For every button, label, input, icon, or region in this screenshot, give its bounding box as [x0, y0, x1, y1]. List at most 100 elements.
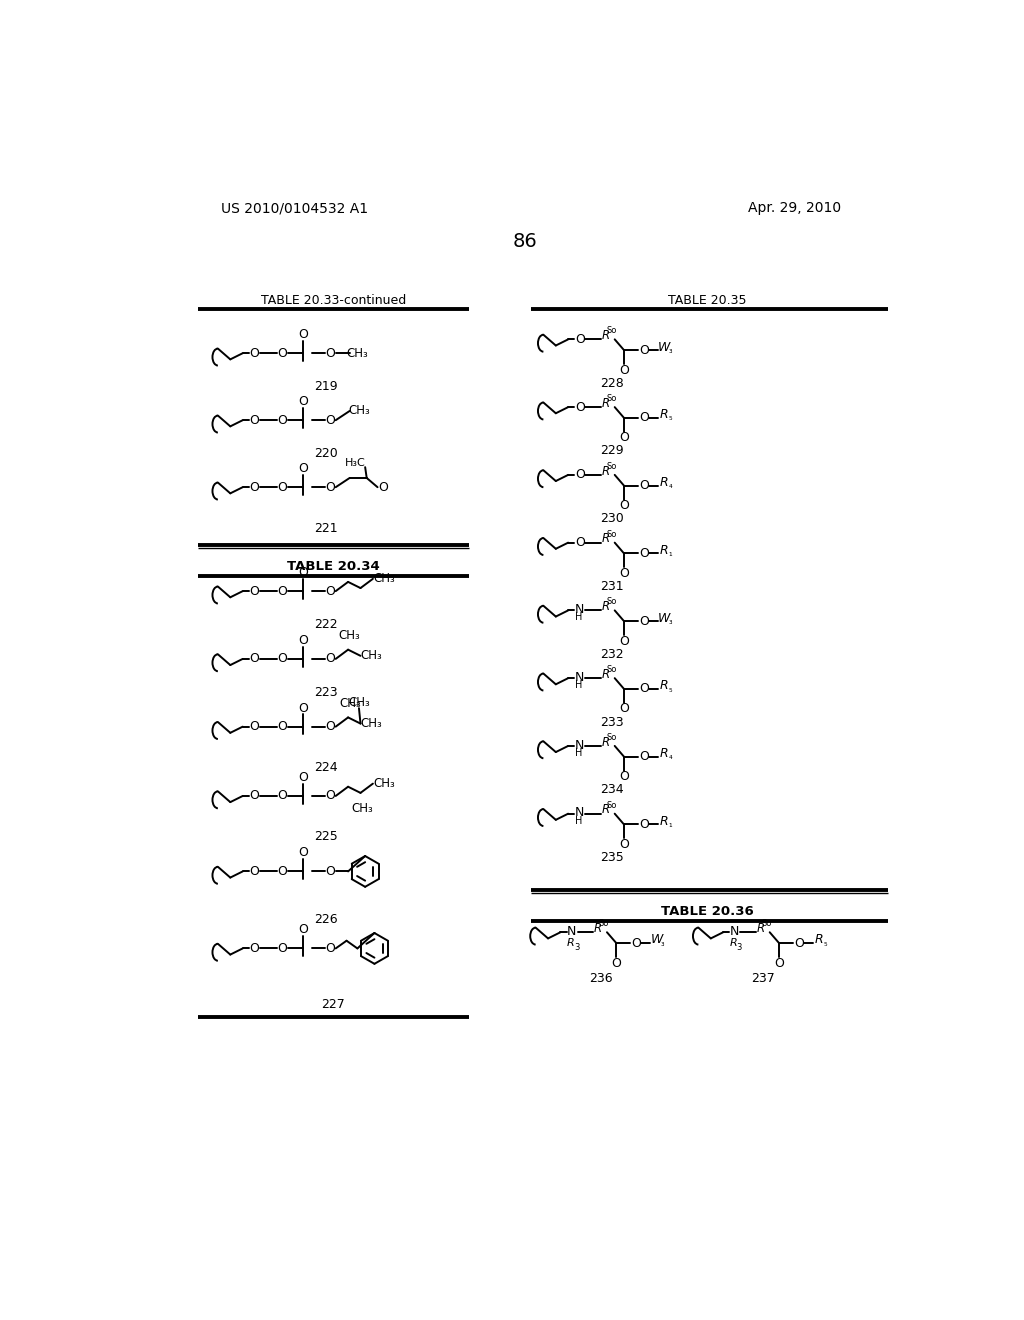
Text: 236: 236 [589, 972, 612, 985]
Text: R: R [601, 532, 609, 545]
Text: 224: 224 [313, 760, 338, 774]
Text: 219: 219 [313, 380, 338, 393]
Text: TABLE 20.36: TABLE 20.36 [662, 906, 754, 917]
Text: 234: 234 [600, 783, 625, 796]
Text: CH₃: CH₃ [339, 630, 360, 643]
Text: O: O [574, 400, 585, 413]
Text: O: O [326, 789, 335, 803]
Text: W: W [650, 933, 663, 946]
Text: CH₃: CH₃ [340, 697, 361, 710]
Text: O: O [639, 343, 649, 356]
Text: 227: 227 [322, 998, 345, 1011]
Text: H: H [575, 816, 583, 825]
Text: W: W [658, 341, 671, 354]
Text: O: O [278, 413, 287, 426]
Text: R: R [660, 544, 669, 557]
Text: So: So [606, 733, 616, 742]
Text: 230: 230 [600, 512, 625, 525]
Text: R: R [729, 939, 737, 948]
Text: 225: 225 [313, 830, 338, 843]
Text: O: O [250, 721, 259, 733]
Text: R: R [660, 814, 669, 828]
Text: O: O [620, 770, 629, 783]
Text: So: So [606, 395, 616, 403]
Text: O: O [620, 566, 629, 579]
Text: O: O [278, 865, 287, 878]
Text: H: H [575, 680, 583, 690]
Text: ⁴: ⁴ [669, 484, 673, 494]
Text: O: O [639, 615, 649, 628]
Text: TABLE 20.34: TABLE 20.34 [287, 560, 380, 573]
Text: TABLE 20.35: TABLE 20.35 [669, 293, 746, 306]
Text: R: R [815, 933, 823, 946]
Text: 231: 231 [600, 579, 625, 593]
Text: O: O [298, 634, 308, 647]
Text: So: So [606, 529, 616, 539]
Text: 220: 220 [313, 446, 338, 459]
Text: O: O [639, 750, 649, 763]
Text: O: O [632, 936, 641, 949]
Text: R: R [601, 804, 609, 816]
Text: H: H [575, 612, 583, 622]
Text: O: O [298, 702, 308, 714]
Text: O: O [298, 846, 308, 859]
Text: O: O [298, 329, 308, 342]
Text: O: O [620, 432, 629, 445]
Text: So: So [762, 919, 772, 928]
Text: O: O [774, 957, 784, 970]
Text: CH₃: CH₃ [348, 404, 370, 417]
Text: So: So [606, 665, 616, 675]
Text: H: H [575, 748, 583, 758]
Text: O: O [611, 957, 622, 970]
Text: O: O [250, 942, 259, 954]
Text: O: O [574, 469, 585, 482]
Text: CH₃: CH₃ [373, 777, 394, 791]
Text: O: O [574, 536, 585, 549]
Text: R: R [660, 747, 669, 760]
Text: R: R [601, 397, 609, 409]
Text: O: O [639, 546, 649, 560]
Text: R: R [594, 921, 602, 935]
Text: 221: 221 [313, 521, 338, 535]
Text: O: O [278, 789, 287, 803]
Text: So: So [599, 919, 609, 928]
Text: ⁵: ⁵ [669, 417, 673, 425]
Text: O: O [278, 942, 287, 954]
Text: O: O [250, 585, 259, 598]
Text: TABLE 20.33-continued: TABLE 20.33-continued [261, 293, 406, 306]
Text: 228: 228 [600, 376, 625, 389]
Text: O: O [278, 721, 287, 733]
Text: 232: 232 [600, 648, 625, 661]
Text: So: So [606, 326, 616, 335]
Text: O: O [326, 347, 335, 360]
Text: N: N [574, 807, 584, 820]
Text: 3: 3 [574, 944, 580, 952]
Text: O: O [298, 771, 308, 784]
Text: ³: ³ [669, 348, 673, 358]
Text: R: R [660, 680, 669, 693]
Text: O: O [298, 566, 308, 579]
Text: CH₃: CH₃ [346, 347, 369, 360]
Text: N: N [574, 603, 584, 616]
Text: O: O [620, 838, 629, 851]
Text: Apr. 29, 2010: Apr. 29, 2010 [748, 202, 841, 215]
Text: O: O [620, 635, 629, 648]
Text: R: R [601, 465, 609, 478]
Text: O: O [620, 702, 629, 715]
Text: O: O [326, 652, 335, 665]
Text: O: O [278, 347, 287, 360]
Text: R: R [601, 329, 609, 342]
Text: N: N [574, 671, 584, 684]
Text: ³: ³ [669, 620, 673, 628]
Text: O: O [620, 499, 629, 512]
Text: ⁵: ⁵ [669, 688, 673, 697]
Text: O: O [250, 480, 259, 494]
Text: O: O [326, 721, 335, 733]
Text: O: O [639, 818, 649, 832]
Text: CH₃: CH₃ [351, 801, 373, 814]
Text: W: W [658, 611, 671, 624]
Text: So: So [606, 598, 616, 606]
Text: O: O [250, 865, 259, 878]
Text: ³: ³ [660, 941, 665, 950]
Text: O: O [250, 789, 259, 803]
